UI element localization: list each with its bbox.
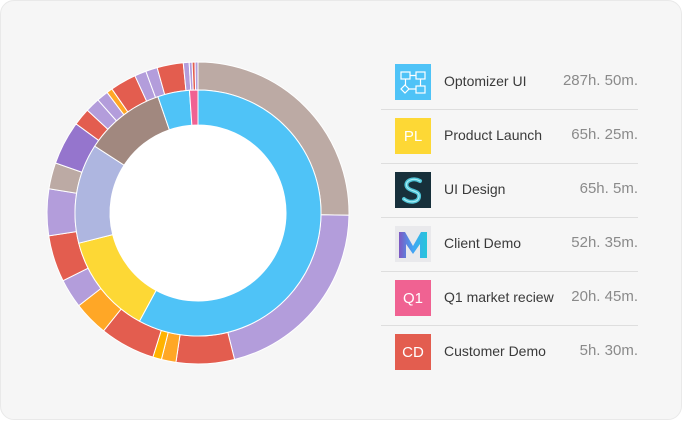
project-name: Customer Demo	[444, 343, 546, 359]
project-badge	[395, 226, 431, 262]
project-time: 287h. 50m.	[562, 72, 638, 89]
project-time: 5h. 30m.	[579, 342, 638, 359]
project-name: UI Design	[444, 181, 506, 197]
project-name: Optomizer UI	[444, 73, 527, 89]
project-name: Client Demo	[444, 235, 522, 251]
project-row-product-launch[interactable]: PL Product Launch 65h. 25m.	[381, 110, 638, 164]
outer-ring-slice-9[interactable]	[46, 188, 78, 237]
m-logo-icon	[395, 226, 431, 262]
project-row-ui-design[interactable]: UI Design 65h. 5m.	[381, 164, 638, 218]
donut-hole	[110, 125, 286, 301]
project-time: 20h. 45m.	[571, 288, 638, 305]
project-badge: CD	[395, 334, 431, 370]
project-name: Product Launch	[444, 127, 543, 143]
project-badge: PL	[395, 118, 431, 154]
outer-ring-slice-2[interactable]	[175, 331, 236, 365]
donut-chart	[46, 61, 350, 365]
project-row-customer-demo[interactable]: CD Customer Demo 5h. 30m.	[381, 326, 638, 379]
project-badge	[395, 64, 431, 100]
project-badge: Q1	[395, 280, 431, 316]
project-row-q1-market[interactable]: Q1 Q1 market reciew 20h. 45m.	[381, 272, 638, 326]
inner-ring-slice-0[interactable]	[138, 89, 322, 337]
flowchart-icon	[395, 64, 431, 100]
s-logo-icon	[395, 172, 431, 208]
project-time: 52h. 35m.	[571, 234, 638, 251]
project-list: Optomizer UI 287h. 50m. PL Product Launc…	[381, 56, 638, 379]
project-row-client-demo[interactable]: Client Demo 52h. 35m.	[381, 218, 638, 272]
project-time: 65h. 25m.	[571, 126, 638, 143]
project-time: 65h. 5m.	[579, 180, 638, 197]
project-badge	[395, 172, 431, 208]
project-row-optomizer-ui[interactable]: Optomizer UI 287h. 50m.	[381, 56, 638, 110]
project-name: Q1 market reciew	[444, 289, 554, 305]
outer-ring-slice-23[interactable]	[194, 61, 199, 91]
